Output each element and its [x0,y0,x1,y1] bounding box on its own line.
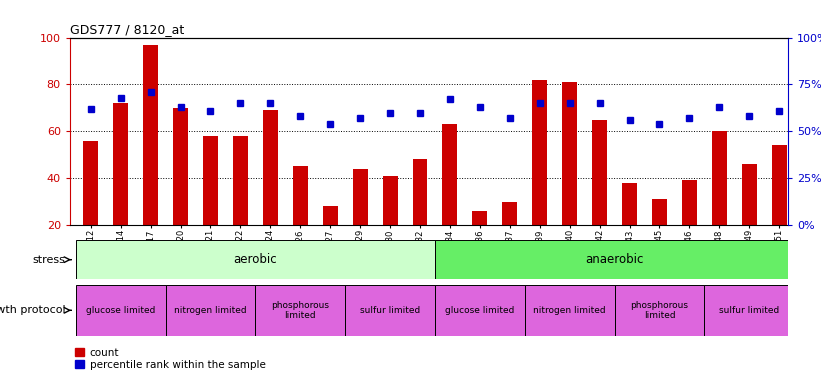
Text: nitrogen limited: nitrogen limited [534,306,606,315]
Text: phosphorous
limited: phosphorous limited [271,301,329,320]
Text: growth protocol: growth protocol [0,305,66,315]
Text: sulfur limited: sulfur limited [719,306,779,315]
Bar [652,199,667,225]
Bar [383,176,397,225]
Bar [622,183,637,225]
Bar [704,285,794,336]
Bar [113,103,128,225]
Text: phosphorous
limited: phosphorous limited [631,301,689,320]
Bar [143,45,158,225]
Bar [592,120,607,225]
Bar [472,211,488,225]
Text: stress: stress [32,255,66,265]
Text: glucose limited: glucose limited [86,306,155,315]
Bar [173,108,188,225]
Text: anaerobic: anaerobic [585,253,644,266]
Bar [76,240,435,279]
Bar [435,240,794,279]
Bar [435,285,525,336]
Text: GDS777 / 8120_at: GDS777 / 8120_at [70,23,184,36]
Bar [741,164,757,225]
Bar [166,285,255,336]
Bar [772,146,787,225]
Bar [83,141,99,225]
Bar [682,180,697,225]
Bar [443,124,457,225]
Bar [323,206,337,225]
Bar [353,169,368,225]
Bar [203,136,218,225]
Text: nitrogen limited: nitrogen limited [174,306,247,315]
Bar [562,82,577,225]
Bar [712,131,727,225]
Bar [502,202,517,225]
Text: aerobic: aerobic [233,253,277,266]
Bar [525,285,615,336]
Bar [345,285,435,336]
Text: sulfur limited: sulfur limited [360,306,420,315]
Bar [233,136,248,225]
Text: glucose limited: glucose limited [445,306,515,315]
Legend: count, percentile rank within the sample: count, percentile rank within the sample [75,348,265,370]
Bar [255,285,345,336]
Bar [412,159,428,225]
Bar [293,166,308,225]
Bar [76,285,166,336]
Bar [615,285,704,336]
Bar [263,110,277,225]
Bar [532,80,548,225]
